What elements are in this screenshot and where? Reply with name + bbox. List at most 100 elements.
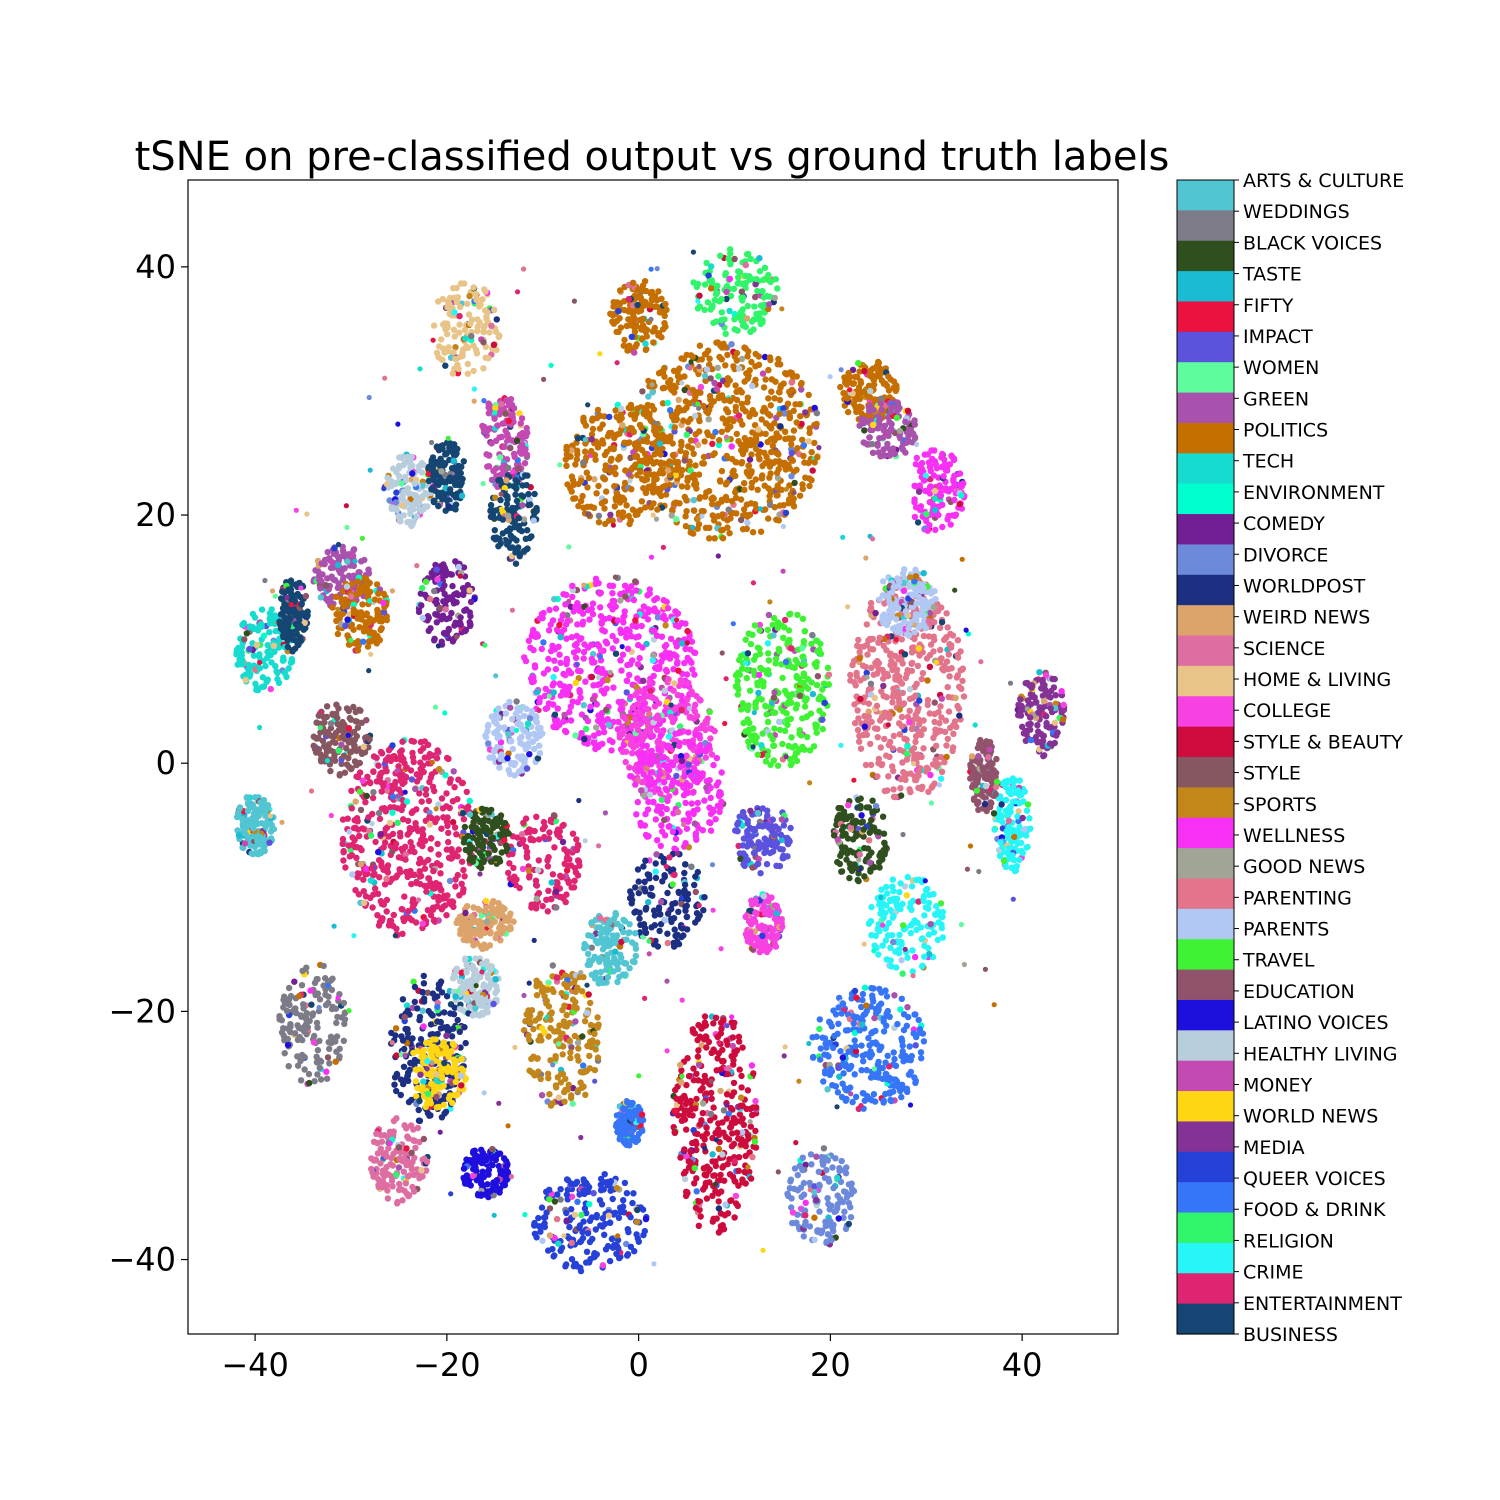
data-point — [755, 353, 762, 360]
data-point — [853, 673, 860, 680]
data-point — [733, 510, 740, 517]
data-point — [403, 477, 410, 484]
data-point — [258, 606, 266, 613]
data-point — [883, 752, 890, 759]
data-point — [876, 634, 883, 641]
data-point — [619, 713, 627, 720]
data-point — [657, 842, 664, 850]
data-point — [768, 388, 775, 395]
data-point — [763, 711, 770, 718]
data-point — [536, 699, 543, 706]
data-point — [937, 775, 945, 782]
data-point — [867, 367, 874, 374]
data-point — [746, 456, 754, 463]
data-point — [788, 691, 796, 698]
data-point — [747, 640, 755, 648]
data-point — [926, 484, 934, 491]
data-point — [812, 721, 819, 728]
data-point — [770, 709, 777, 716]
data-point — [440, 563, 448, 570]
data-point — [728, 443, 735, 450]
data-point — [561, 683, 568, 690]
data-point — [691, 820, 698, 827]
data-point — [735, 438, 742, 445]
data-point — [503, 396, 510, 404]
data-point — [631, 349, 638, 356]
data-point — [896, 720, 903, 727]
data-point — [609, 738, 616, 746]
data-point — [732, 494, 740, 501]
cluster-wellness — [627, 727, 727, 854]
data-point — [294, 611, 301, 619]
data-point — [775, 645, 783, 653]
data-point — [781, 624, 788, 631]
data-point — [517, 420, 524, 427]
data-point — [587, 703, 594, 710]
data-point — [647, 778, 654, 785]
data-point — [606, 413, 613, 421]
data-point — [813, 420, 820, 428]
data-point — [925, 788, 932, 795]
data-point — [255, 653, 263, 660]
data-point — [359, 601, 366, 608]
data-point — [495, 543, 502, 550]
data-point — [595, 712, 602, 719]
data-point — [266, 620, 274, 627]
data-point — [649, 657, 656, 664]
data-point — [552, 605, 560, 612]
data-point — [727, 250, 734, 257]
data-point — [685, 761, 692, 768]
data-point — [513, 497, 521, 505]
data-point — [752, 433, 760, 440]
data-point — [619, 748, 626, 755]
data-point — [456, 312, 463, 320]
data-point — [797, 732, 805, 739]
data-point — [755, 426, 762, 433]
data-point — [354, 615, 361, 622]
data-point — [651, 605, 658, 612]
data-point — [757, 302, 765, 309]
data-point — [811, 459, 818, 466]
data-point — [951, 472, 958, 479]
data-point — [572, 732, 579, 739]
data-point — [499, 516, 506, 523]
data-point — [658, 810, 665, 817]
data-point — [575, 480, 582, 488]
data-point — [658, 658, 665, 665]
data-point — [641, 450, 649, 457]
data-point — [480, 365, 487, 372]
data-point — [628, 750, 636, 757]
data-point — [638, 324, 645, 332]
data-point — [479, 296, 486, 303]
data-point — [710, 761, 717, 769]
data-point — [794, 611, 801, 619]
data-point — [364, 643, 372, 650]
data-point — [460, 458, 467, 465]
data-point — [887, 602, 894, 609]
data-point — [446, 489, 454, 496]
data-point — [439, 445, 446, 453]
data-point — [777, 460, 784, 468]
data-point — [930, 604, 938, 611]
data-point — [285, 586, 292, 593]
data-point — [663, 306, 670, 313]
data-point — [667, 376, 674, 384]
data-point — [669, 506, 676, 514]
data-point — [900, 700, 908, 707]
data-point — [621, 479, 629, 487]
data-point — [786, 388, 793, 395]
data-point — [442, 450, 450, 457]
data-point — [602, 706, 610, 714]
data-point — [692, 412, 699, 419]
data-point — [450, 457, 457, 464]
data-point — [931, 619, 938, 626]
data-point — [802, 682, 809, 690]
data-point — [806, 425, 813, 432]
data-point — [744, 513, 751, 520]
data-point — [790, 407, 797, 414]
data-point — [451, 446, 458, 453]
data-point — [809, 631, 816, 639]
data-point — [593, 490, 600, 497]
data-point — [776, 718, 783, 725]
data-point — [861, 712, 868, 720]
